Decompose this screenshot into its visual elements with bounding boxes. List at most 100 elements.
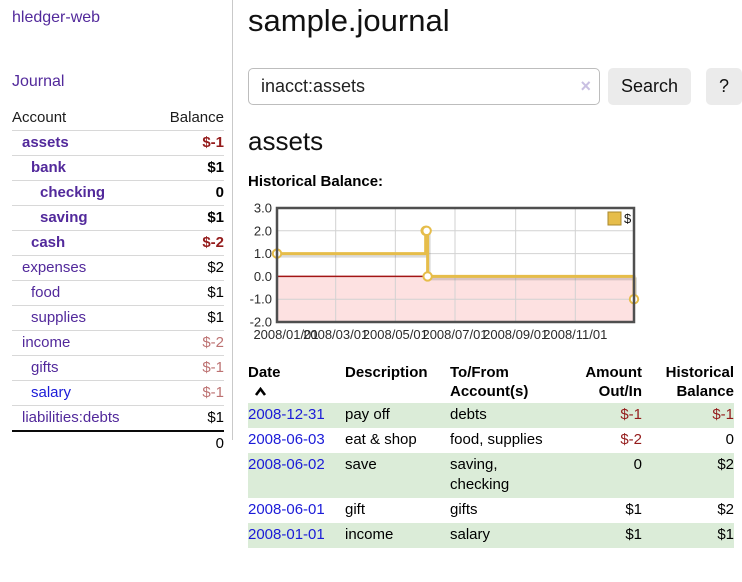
clear-search-icon[interactable]: × [580, 76, 591, 96]
account-balance: $-1 [152, 130, 224, 156]
account-name-cell: income [12, 330, 153, 356]
account-balance: $-2 [152, 230, 224, 256]
transaction-date-link[interactable]: 2008-06-02 [248, 456, 325, 473]
register-row[interactable]: 2008-06-03 eat & shop food, supplies $-2 0 [248, 428, 734, 453]
transaction-date-link[interactable]: 2008-06-03 [248, 431, 325, 448]
account-row: saving $1 [12, 205, 224, 231]
account-balance: $1 [152, 155, 224, 181]
account-balance: $-1 [152, 380, 224, 406]
account-name-cell: salary [12, 380, 153, 406]
account-balance: $-2 [152, 330, 224, 356]
account-row: liabilities:debts $1 [12, 405, 224, 432]
register-header-tofrom: To/From Account(s) [450, 364, 529, 400]
transaction-date-link[interactable]: 2008-12-31 [248, 406, 325, 423]
account-row: salary $-1 [12, 380, 224, 406]
svg-text:$: $ [624, 211, 632, 226]
account-link[interactable]: income [22, 334, 71, 351]
register-table: Date Description To/From Account(s) Amou… [248, 359, 734, 548]
register-balance-cell: $-1 [712, 406, 734, 423]
svg-text:-1.0: -1.0 [250, 292, 272, 307]
account-link[interactable]: checking [40, 184, 106, 201]
account-link[interactable]: bank [31, 159, 67, 176]
register-accounts-cell: gifts [450, 501, 478, 518]
account-row: checking 0 [12, 180, 224, 206]
account-balance: $-1 [152, 355, 224, 381]
search-form: × Search ? [248, 68, 742, 105]
account-balance: $1 [152, 305, 224, 331]
accounts-header-row: Account Balance [12, 107, 224, 131]
historical-balance-plot: $3.0 2.0 1.0 0.0 -1.0 -2.02008/01/012008/03/0… [250, 201, 640, 342]
svg-text:3.0: 3.0 [254, 203, 272, 216]
register-description-cell: save [345, 456, 377, 473]
transaction-date-link[interactable]: 2008-01-01 [248, 526, 325, 543]
register-amount-cell: $1 [625, 501, 642, 518]
svg-text:2.0: 2.0 [254, 223, 272, 238]
transaction-date-link[interactable]: 2008-06-01 [248, 501, 325, 518]
register-balance-cell: $2 [717, 501, 734, 518]
svg-text:2008/05/01: 2008/05/01 [363, 327, 428, 342]
svg-text:1.0: 1.0 [254, 246, 272, 261]
register-row[interactable]: 2008-06-01 gift gifts $1 $2 [248, 498, 734, 523]
svg-text:2008/01/01: 2008/01/01 [253, 327, 318, 342]
balance-chart[interactable]: $3.0 2.0 1.0 0.0 -1.0 -2.0 2008/01/01 2008/03/0… [248, 201, 742, 343]
sidebar-item-journal[interactable]: Journal [12, 73, 65, 90]
account-balance: $1 [152, 280, 224, 306]
register-accounts-cell: saving, checking [450, 456, 510, 493]
account-link[interactable]: supplies [31, 309, 87, 326]
register-balance-cell: 0 [725, 431, 734, 448]
register-header-description: Description [345, 364, 428, 381]
account-link[interactable]: saving [40, 209, 88, 226]
register-date-cell: 2008-06-01 [248, 498, 345, 523]
account-link[interactable]: salary [31, 384, 72, 401]
account-name-cell: saving [12, 205, 153, 231]
account-name-cell: bank [12, 155, 153, 181]
register-header-amount: Amount Out/In [585, 364, 642, 400]
register-date-cell: 2008-12-31 [248, 403, 345, 428]
register-balance-cell: $2 [717, 456, 734, 473]
register-description-cell: pay off [345, 406, 390, 423]
accounts-total-row: 0 [12, 430, 224, 455]
register-description-cell: eat & shop [345, 431, 417, 448]
account-link[interactable]: gifts [31, 359, 59, 376]
register-date-cell: 2008-06-03 [248, 428, 345, 453]
accounts-header-account: Account [12, 107, 153, 131]
main-content: sample.journal × Search ? assets Histori… [248, 0, 742, 548]
search-box: × [248, 68, 600, 105]
account-link[interactable]: assets [22, 134, 69, 151]
register-date-cell: 2008-01-01 [248, 523, 345, 548]
register-description-cell: gift [345, 501, 366, 518]
account-name-cell: liabilities:debts [12, 405, 153, 432]
account-balance: $2 [152, 255, 224, 281]
register-row[interactable]: 2008-06-02 save saving, checking 0 $2 [248, 453, 734, 498]
register-row[interactable]: 2008-12-31 pay off debts $-1 $-1 [248, 403, 734, 428]
account-link[interactable]: cash [31, 234, 66, 251]
account-link[interactable]: food [31, 284, 61, 301]
register-amount-cell: $1 [625, 526, 642, 543]
sidebar: hledger-web Journal Account Balance asse… [0, 0, 233, 455]
register-amount-cell: $-2 [620, 431, 642, 448]
register-header-balance: Historical Balance [665, 364, 734, 400]
chart-title: Historical Balance: [248, 173, 384, 190]
register-header-date[interactable]: Date [248, 359, 345, 403]
register-header-row: Date Description To/From Account(s) Amou… [248, 359, 734, 403]
svg-text:0.0: 0.0 [254, 269, 272, 284]
accounts-table: Account Balance assets $-1 bank $1 checking 0… [12, 107, 224, 455]
account-row: cash $-2 [12, 230, 224, 256]
account-name-cell: cash [12, 230, 153, 256]
brand-link[interactable]: hledger-web [12, 9, 101, 26]
help-button[interactable]: ? [706, 68, 742, 105]
account-link[interactable]: liabilities:debts [22, 409, 120, 426]
svg-text:2008/11/01: 2008/11/01 [543, 327, 607, 342]
search-button[interactable]: Search [607, 68, 692, 105]
account-row: assets $-1 [12, 130, 224, 156]
register-amount-cell: 0 [633, 456, 642, 473]
account-name-cell: gifts [12, 355, 153, 381]
register-description-cell: income [345, 526, 394, 543]
account-link[interactable]: expenses [22, 259, 87, 276]
account-name-cell: food [12, 280, 153, 306]
accounts-total-spacer [12, 430, 153, 455]
account-row: expenses $2 [12, 255, 224, 281]
search-input[interactable] [248, 68, 600, 105]
register-row[interactable]: 2008-01-01 income salary $1 $1 [248, 523, 734, 548]
